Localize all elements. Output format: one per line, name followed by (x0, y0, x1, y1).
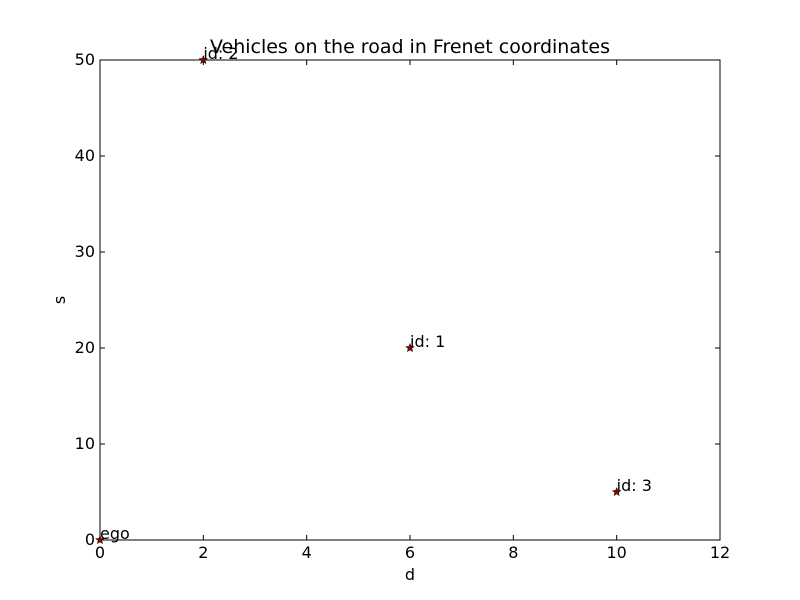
data-point-marker (95, 534, 105, 545)
x-axis-label: d (405, 565, 415, 584)
y-tick-label: 50 (75, 50, 95, 69)
data-point-label: id: 1 (410, 332, 445, 351)
data-point-marker (405, 342, 415, 353)
y-tick-label: 30 (75, 242, 95, 261)
y-axis-label: s (50, 296, 69, 304)
x-axis: 0 2 4 6 8 10 12 (95, 60, 730, 562)
y-tick-label: 20 (75, 338, 95, 357)
x-tick-label: 4 (302, 543, 312, 562)
data-point-label: id: 2 (203, 44, 238, 63)
y-tick-label: 40 (75, 146, 95, 165)
data-point-label: id: 3 (617, 476, 652, 495)
y-axis: 0 10 20 30 40 50 (75, 50, 720, 549)
x-tick-label: 12 (710, 543, 730, 562)
data-point-marker (198, 54, 209, 65)
y-tick-label: 10 (75, 434, 95, 453)
x-tick-label: 6 (405, 543, 415, 562)
data-point-label: ego (100, 524, 130, 543)
plot-area (99, 59, 721, 541)
x-tick-label: 2 (198, 543, 208, 562)
x-tick-label: 0 (95, 543, 105, 562)
chart-title: Vehicles on the road in Frenet coordinat… (210, 36, 610, 58)
y-tick-label: 0 (85, 530, 95, 549)
data-point-marker (611, 486, 622, 497)
data-points: ego id: 2 id: 1 id: 3 (95, 44, 652, 545)
x-tick-label: 10 (606, 543, 626, 562)
x-tick-label: 8 (508, 543, 518, 562)
